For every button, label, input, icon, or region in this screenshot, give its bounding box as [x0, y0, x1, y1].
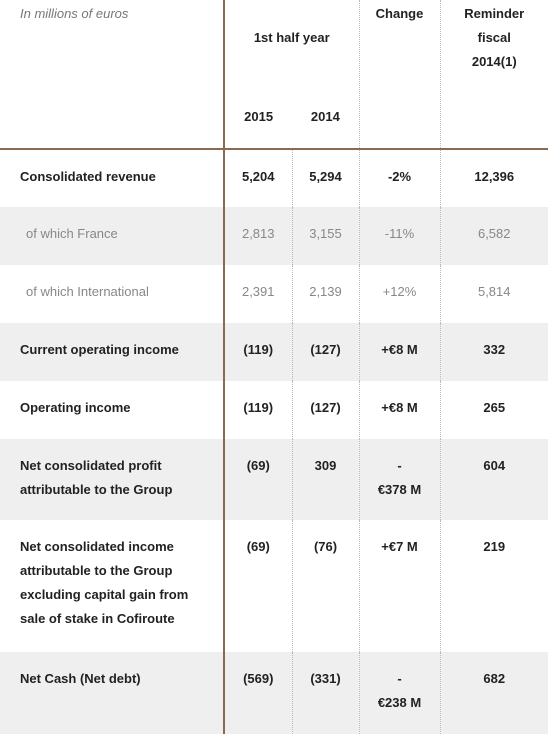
unit-note: In millions of euros [0, 0, 225, 149]
table-row: Current operating income (119) (127) +€8 M 3… [0, 323, 548, 381]
header-row: In millions of euros 1st half year 2015 … [0, 0, 548, 149]
table-row: Net Cash (Net debt) (569) (331) - €238 M 682 [0, 652, 548, 734]
cell-value: 5,294 [292, 149, 360, 207]
cell-value: (69) [224, 439, 293, 520]
row-label: Net Cash (Net debt) [0, 652, 225, 734]
cell-value: 3,155 [292, 207, 360, 265]
cell-value: (127) [292, 381, 360, 439]
year: 2015 [244, 109, 274, 124]
cell-value: (569) [224, 652, 293, 734]
cell-value: 332 [483, 342, 506, 357]
cell-value: (69) [224, 520, 293, 652]
cell-value: (119) [224, 323, 293, 381]
cell-value: 6,582 [477, 226, 511, 241]
cell-value: 265 [483, 400, 506, 415]
cell-value: +€8 M [359, 323, 441, 381]
row-label: of which International [0, 265, 225, 323]
cell-value: +€8 M [359, 381, 441, 439]
group-label: 1st half year [253, 30, 330, 45]
table-row: Operating income (119) (127) +€8 M 265 [0, 381, 548, 439]
cell-value: (119) [224, 381, 293, 439]
cell-value: (76) [292, 520, 360, 652]
change-header: Change [359, 0, 441, 149]
cell-value: 2,813 [224, 207, 293, 265]
row-label: Current operating income [0, 323, 225, 381]
row-label: Net consolidated income attributable to … [0, 520, 225, 652]
row-label: of which France [0, 207, 225, 265]
cell-value: 5,204 [224, 149, 293, 207]
cell-value: -2% [359, 149, 441, 207]
table-row: Net consolidated income attributable to … [0, 520, 548, 652]
table-row: of which International 2,391 2,139 +12% 5,81… [0, 265, 548, 323]
half-year-group: 1st half year 2015 2014 [224, 0, 360, 149]
table-row: Net consolidated profit attributable to … [0, 439, 548, 520]
cell-value: - €378 M [359, 439, 441, 520]
cell-value: 604 [483, 458, 506, 473]
cell-value: (127) [292, 323, 360, 381]
cell-value: 5,814 [477, 284, 511, 299]
cell-value: +12% [359, 265, 441, 323]
row-label: Net consolidated profit attributable to … [0, 439, 225, 520]
row-label: Consolidated revenue [0, 149, 225, 207]
cell-value: 219 [483, 539, 506, 554]
cell-value: 309 [292, 439, 360, 520]
cell-value: 2,391 [224, 265, 293, 323]
cell-value: -11% [359, 207, 441, 265]
table-row: of which France 2,813 3,155 -11% 6,582 [0, 207, 548, 265]
cell-value: 12,396 [474, 169, 515, 184]
cell-value: 682 [483, 671, 506, 686]
cell-value: (331) [292, 652, 360, 734]
cell-value: - €238 M [359, 652, 441, 734]
reminder-header: Reminder fiscal 2014(1) [464, 6, 525, 69]
table-body: Consolidated revenue 5,204 5,294 -2% 12,396 o… [0, 149, 548, 734]
cell-value: +€7 M [359, 520, 441, 652]
cell-value: 2,139 [292, 265, 360, 323]
year: 2014 [310, 109, 340, 124]
row-label: Operating income [0, 381, 225, 439]
table-row: Consolidated revenue 5,204 5,294 -2% 12,396 [0, 149, 548, 207]
years: 2015 2014 [225, 105, 359, 129]
